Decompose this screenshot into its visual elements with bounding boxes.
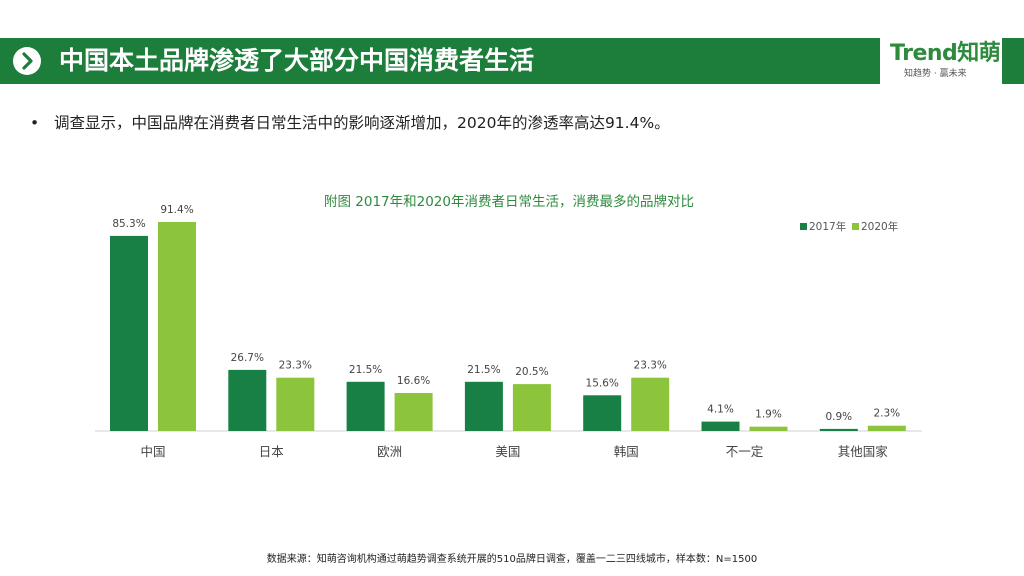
data-label: 21.5% xyxy=(349,364,382,376)
logo-text: Trend知萌 xyxy=(890,41,1001,66)
data-label: 4.1% xyxy=(707,404,734,416)
summary-bullet: • 调查显示，中国品牌在消费者日常生活中的影响逐渐增加，2020年的渗透率高达91… xyxy=(30,112,670,134)
data-label: 1.9% xyxy=(755,409,782,421)
data-label: 85.3% xyxy=(112,218,145,230)
data-label: 21.5% xyxy=(467,364,500,376)
data-label: 2.3% xyxy=(873,408,900,420)
bar-日本-2020年 xyxy=(276,377,315,431)
bar-group: 85.3% 91.4% 中国 26.7% 23.3% 日本 21.5% 16.6% 欧洲 21.5… xyxy=(110,204,906,459)
data-label: 0.9% xyxy=(825,411,852,423)
data-source-note: 数据来源：知萌咨询机构通过萌趋势调查系统开展的510品牌日调查，覆盖一二三四线城… xyxy=(266,554,758,565)
data-label: 23.3% xyxy=(279,360,312,372)
legend-label-2020: 2020年 xyxy=(861,220,898,233)
data-label: 23.3% xyxy=(634,360,667,372)
x-tick-label: 不一定 xyxy=(726,444,764,459)
bullet-icon: • xyxy=(30,114,40,132)
chart-title: 附图 2017年和2020年消费者日常生活，消费最多的品牌对比 xyxy=(324,193,694,210)
data-label: 16.6% xyxy=(397,375,430,387)
bar-欧洲-2017年 xyxy=(346,381,385,431)
x-tick-label: 日本 xyxy=(259,444,285,459)
logo-tagline: 知趋势 · 赢未来 xyxy=(904,69,967,79)
legend-label-2017: 2017年 xyxy=(809,220,846,233)
page-title: 中国本土品牌渗透了大部分中国消费者生活 xyxy=(59,46,535,75)
bar-日本-2017年 xyxy=(228,369,267,431)
data-label: 15.6% xyxy=(586,377,619,389)
data-label: 20.5% xyxy=(515,366,548,378)
bar-美国-2020年 xyxy=(512,384,551,431)
bar-不一定-2020年 xyxy=(749,426,788,431)
data-label: 26.7% xyxy=(231,352,264,364)
bar-其他国家-2020年 xyxy=(867,425,906,431)
bar-韩国-2020年 xyxy=(631,377,670,431)
header-bar-end xyxy=(1002,38,1024,84)
x-tick-label: 中国 xyxy=(140,444,165,459)
chevron-right-icon xyxy=(13,47,41,75)
legend-swatch-2020 xyxy=(852,223,859,230)
x-tick-label: 美国 xyxy=(495,444,520,459)
data-label: 91.4% xyxy=(160,204,193,216)
brand-logo: Trend知萌 知趋势 · 赢未来 xyxy=(884,38,1001,84)
summary-text: 调查显示，中国品牌在消费者日常生活中的影响逐渐增加，2020年的渗透率高达91.… xyxy=(54,114,670,132)
bar-欧洲-2020年 xyxy=(394,393,433,431)
header-bar: 中国本土品牌渗透了大部分中国消费者生活 xyxy=(0,38,880,84)
bar-中国-2020年 xyxy=(158,222,196,431)
legend-swatch-2017 xyxy=(800,223,807,230)
x-tick-label: 韩国 xyxy=(614,444,639,459)
bar-美国-2017年 xyxy=(464,381,503,431)
x-tick-label: 其他国家 xyxy=(838,444,889,459)
x-tick-label: 欧洲 xyxy=(377,444,402,459)
bar-韩国-2017年 xyxy=(583,395,622,431)
chart-legend: 2017年 2020年 xyxy=(800,220,898,233)
bar-chart: 附图 2017年和2020年消费者日常生活，消费最多的品牌对比 2017年 20… xyxy=(95,193,922,459)
bar-其他国家-2017年 xyxy=(819,428,858,431)
bar-不一定-2017年 xyxy=(701,421,740,431)
bar-中国-2017年 xyxy=(110,235,148,431)
